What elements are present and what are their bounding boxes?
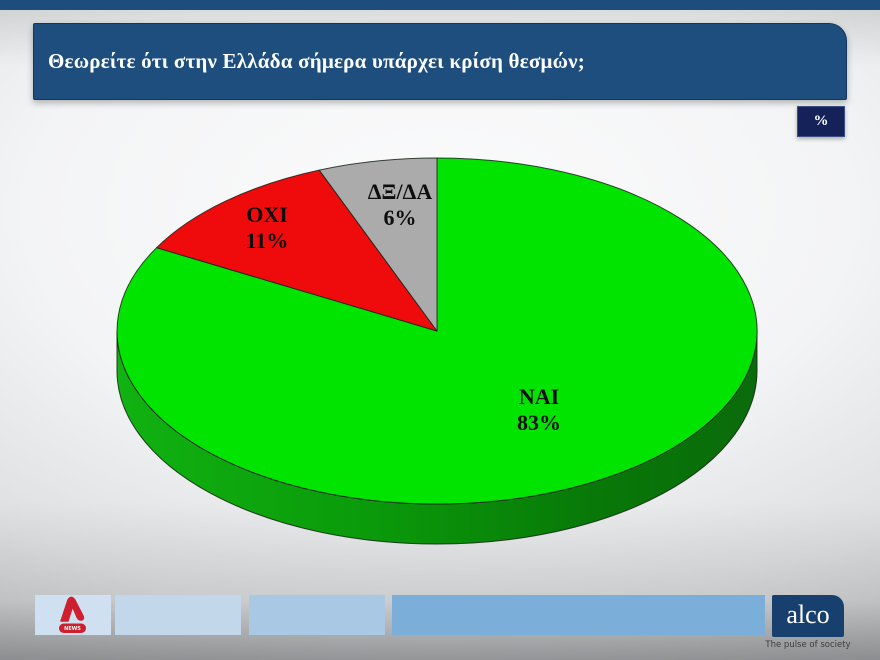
alpha-news-logo: NEWS — [59, 596, 86, 633]
label-dxda: ΔΞ/ΔΑ 6% — [330, 179, 470, 231]
label-nai-name: NAI — [518, 384, 560, 409]
footer-tile-2 — [115, 595, 241, 635]
label-oxi-name: OXI — [246, 202, 288, 227]
label-oxi-value: 11% — [245, 228, 289, 253]
label-nai-value: 83% — [517, 410, 561, 435]
footer-tile-3 — [249, 595, 385, 635]
label-nai: NAI 83% — [459, 384, 619, 436]
pie-slice-oxi — [156, 169, 438, 332]
alpha-a-icon — [60, 596, 85, 622]
pie-slice-dxda — [318, 157, 438, 332]
news-pill-label: NEWS — [64, 626, 81, 632]
alco-logo-text: alco — [786, 600, 830, 629]
alco-logo: alco — [772, 595, 844, 637]
alco-tagline: The pulse of society — [765, 640, 851, 650]
footer-tile-alpha: NEWS — [35, 595, 111, 635]
label-dxda-name: ΔΞ/ΔΑ — [367, 179, 433, 204]
label-dxda-value: 6% — [383, 205, 417, 230]
unit-badge-label: % — [813, 113, 829, 129]
footer-tile-4 — [392, 595, 765, 635]
news-pill — [59, 623, 86, 633]
question-header: Θεωρείτε ότι στην Ελλάδα σήμερα υπάρχει … — [33, 23, 847, 100]
top-accent-strip — [0, 0, 880, 10]
unit-badge: % — [797, 106, 845, 137]
label-oxi: OXI 11% — [197, 202, 337, 254]
question-title: Θεωρείτε ότι στην Ελλάδα σήμερα υπάρχει … — [48, 49, 585, 73]
